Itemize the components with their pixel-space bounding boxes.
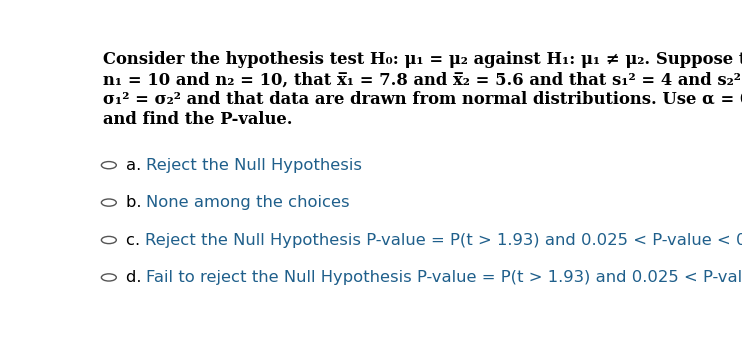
Text: d.: d. <box>125 270 146 285</box>
Text: a.: a. <box>125 158 146 173</box>
Text: n₁ = 10 and n₂ = 10, that x̅₁ = 7.8 and x̅₂ = 5.6 and that s₁² = 4 and s₂² = 9. : n₁ = 10 and n₂ = 10, that x̅₁ = 7.8 and … <box>103 71 742 88</box>
Text: Reject the Null Hypothesis: Reject the Null Hypothesis <box>146 158 362 173</box>
Text: Consider the hypothesis test H₀: μ₁ = μ₂ against H₁: μ₁ ≠ μ₂. Suppose that sampl: Consider the hypothesis test H₀: μ₁ = μ₂… <box>103 51 742 68</box>
Text: c.: c. <box>125 233 145 248</box>
Text: Reject the Null Hypothesis P-value = P(t > 1.93) and 0.025 < P-value < 0.05: Reject the Null Hypothesis P-value = P(t… <box>145 233 742 248</box>
Text: and find the P-value.: and find the P-value. <box>103 111 292 128</box>
Text: None among the choices: None among the choices <box>146 195 350 210</box>
Text: Fail to reject the Null Hypothesis P-value = P(t > 1.93) and 0.025 < P-value < 0: Fail to reject the Null Hypothesis P-val… <box>146 270 742 285</box>
Text: b.: b. <box>125 195 146 210</box>
Text: σ₁² = σ₂² and that data are drawn from normal distributions. Use α = 0.05. Test : σ₁² = σ₂² and that data are drawn from n… <box>103 91 742 108</box>
